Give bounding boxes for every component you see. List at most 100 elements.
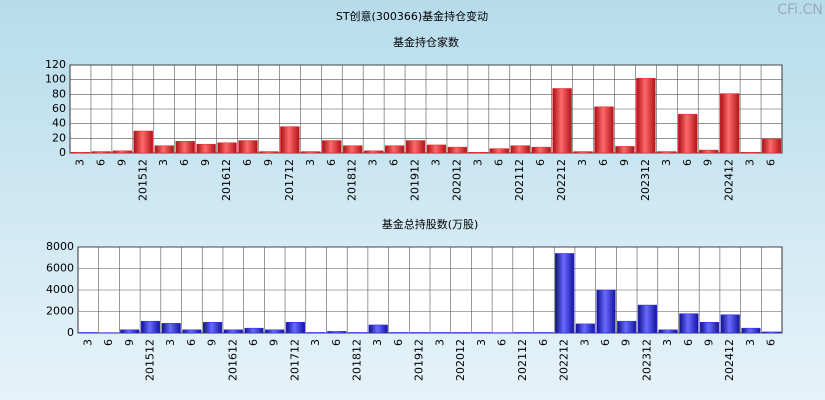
x-tick-label: 6	[178, 159, 191, 166]
bar	[762, 331, 782, 334]
bar	[636, 77, 656, 154]
x-tick-label: 9	[703, 339, 716, 346]
x-tick-label: 201912	[409, 159, 422, 201]
page-title: ST创意(300366)基金持仓变动	[336, 9, 488, 23]
bar	[430, 332, 450, 334]
x-tick-label: 3	[475, 339, 488, 346]
bar	[678, 113, 698, 154]
bar	[238, 140, 258, 154]
bar	[447, 146, 468, 154]
bar	[534, 332, 554, 334]
x-tick-label: 202212	[555, 159, 568, 201]
x-tick-label: 6	[492, 159, 505, 166]
bar	[161, 323, 181, 334]
bar	[451, 332, 471, 334]
bar	[368, 324, 388, 334]
bar	[133, 130, 153, 154]
y-tick-label: 20	[52, 131, 66, 144]
x-tick-label: 3	[429, 159, 442, 166]
x-tick-label: 6	[599, 339, 612, 346]
x-tick-label: 9	[123, 339, 136, 346]
x-tick-label: 201512	[143, 339, 156, 381]
bar	[91, 151, 112, 154]
x-tick-label: 6	[765, 339, 778, 346]
x-tick-label: 201612	[220, 159, 233, 201]
x-tick-label: 202412	[723, 159, 736, 201]
bar	[265, 329, 285, 334]
x-tick-label: 3	[576, 159, 589, 166]
x-tick-label: 6	[682, 339, 695, 346]
x-tick-label: 202412	[723, 339, 736, 381]
x-tick-label: 6	[247, 339, 260, 346]
y-tick-label: 6000	[46, 262, 74, 275]
x-tick-label: 6	[534, 159, 547, 166]
x-tick-label: 3	[471, 159, 484, 166]
x-tick-label: 3	[367, 159, 380, 166]
x-tick-label: 202312	[640, 339, 653, 381]
x-tick-label: 9	[618, 159, 631, 166]
x-tick-label: 3	[660, 159, 673, 166]
bar	[301, 151, 321, 154]
x-tick-label: 6	[495, 339, 508, 346]
x-tick-label: 201912	[413, 339, 426, 381]
y-tick-label: 60	[52, 102, 66, 115]
x-tick-label: 3	[433, 339, 446, 346]
y-tick-label: 2000	[46, 305, 74, 318]
x-tick-label: 3	[304, 159, 317, 166]
bar	[259, 151, 279, 154]
x-tick-label: 6	[94, 159, 107, 166]
x-tick-label: 201712	[283, 159, 296, 201]
y-tick-label: 4000	[46, 283, 74, 296]
x-tick-label: 9	[268, 339, 281, 346]
chart-subtitle: 基金持仓家数	[393, 35, 459, 49]
watermark: CFi.CN	[777, 2, 822, 18]
bar	[513, 332, 533, 334]
bar	[120, 329, 140, 334]
x-tick-label: 9	[620, 339, 633, 346]
x-tick-label: 6	[765, 159, 778, 166]
bar	[363, 150, 384, 154]
bar	[531, 146, 551, 154]
x-tick-label: 9	[262, 159, 275, 166]
x-tick-label: 9	[199, 159, 212, 166]
x-tick-label: 3	[73, 159, 86, 166]
bar	[78, 332, 98, 334]
bar	[182, 329, 202, 334]
x-tick-label: 201712	[288, 339, 301, 381]
chart-subtitle: 基金总持股数(万股)	[382, 217, 479, 231]
bar	[637, 304, 657, 334]
y-tick-label: 120	[45, 58, 66, 71]
x-tick-label: 3	[164, 339, 177, 346]
bar	[594, 106, 614, 154]
bar	[203, 322, 223, 334]
x-tick-label: 3	[661, 339, 674, 346]
bar	[679, 313, 699, 334]
x-tick-label: 6	[388, 159, 401, 166]
x-tick-label: 3	[578, 339, 591, 346]
x-tick-label: 3	[371, 339, 384, 346]
x-tick-label: 202312	[639, 159, 652, 201]
bar	[405, 140, 426, 154]
x-tick-label: 202012	[450, 159, 463, 201]
bar	[223, 329, 243, 334]
bar	[410, 332, 430, 334]
x-tick-label: 201812	[346, 159, 359, 201]
bar	[280, 126, 300, 154]
x-tick-label: 9	[115, 159, 128, 166]
bar	[573, 151, 593, 154]
x-tick-label: 3	[157, 159, 170, 166]
bar	[468, 152, 489, 154]
x-tick-label: 201812	[351, 339, 364, 381]
x-tick-label: 6	[681, 159, 694, 166]
bar	[657, 151, 677, 154]
bar	[617, 320, 637, 334]
y-tick-label: 80	[52, 87, 66, 100]
bar	[658, 329, 678, 334]
bar	[217, 142, 237, 154]
x-tick-label: 202012	[454, 339, 467, 381]
bar	[244, 327, 264, 334]
x-tick-label: 202112	[513, 159, 526, 201]
y-tick-label: 8000	[46, 240, 74, 253]
x-tick-label: 6	[185, 339, 198, 346]
